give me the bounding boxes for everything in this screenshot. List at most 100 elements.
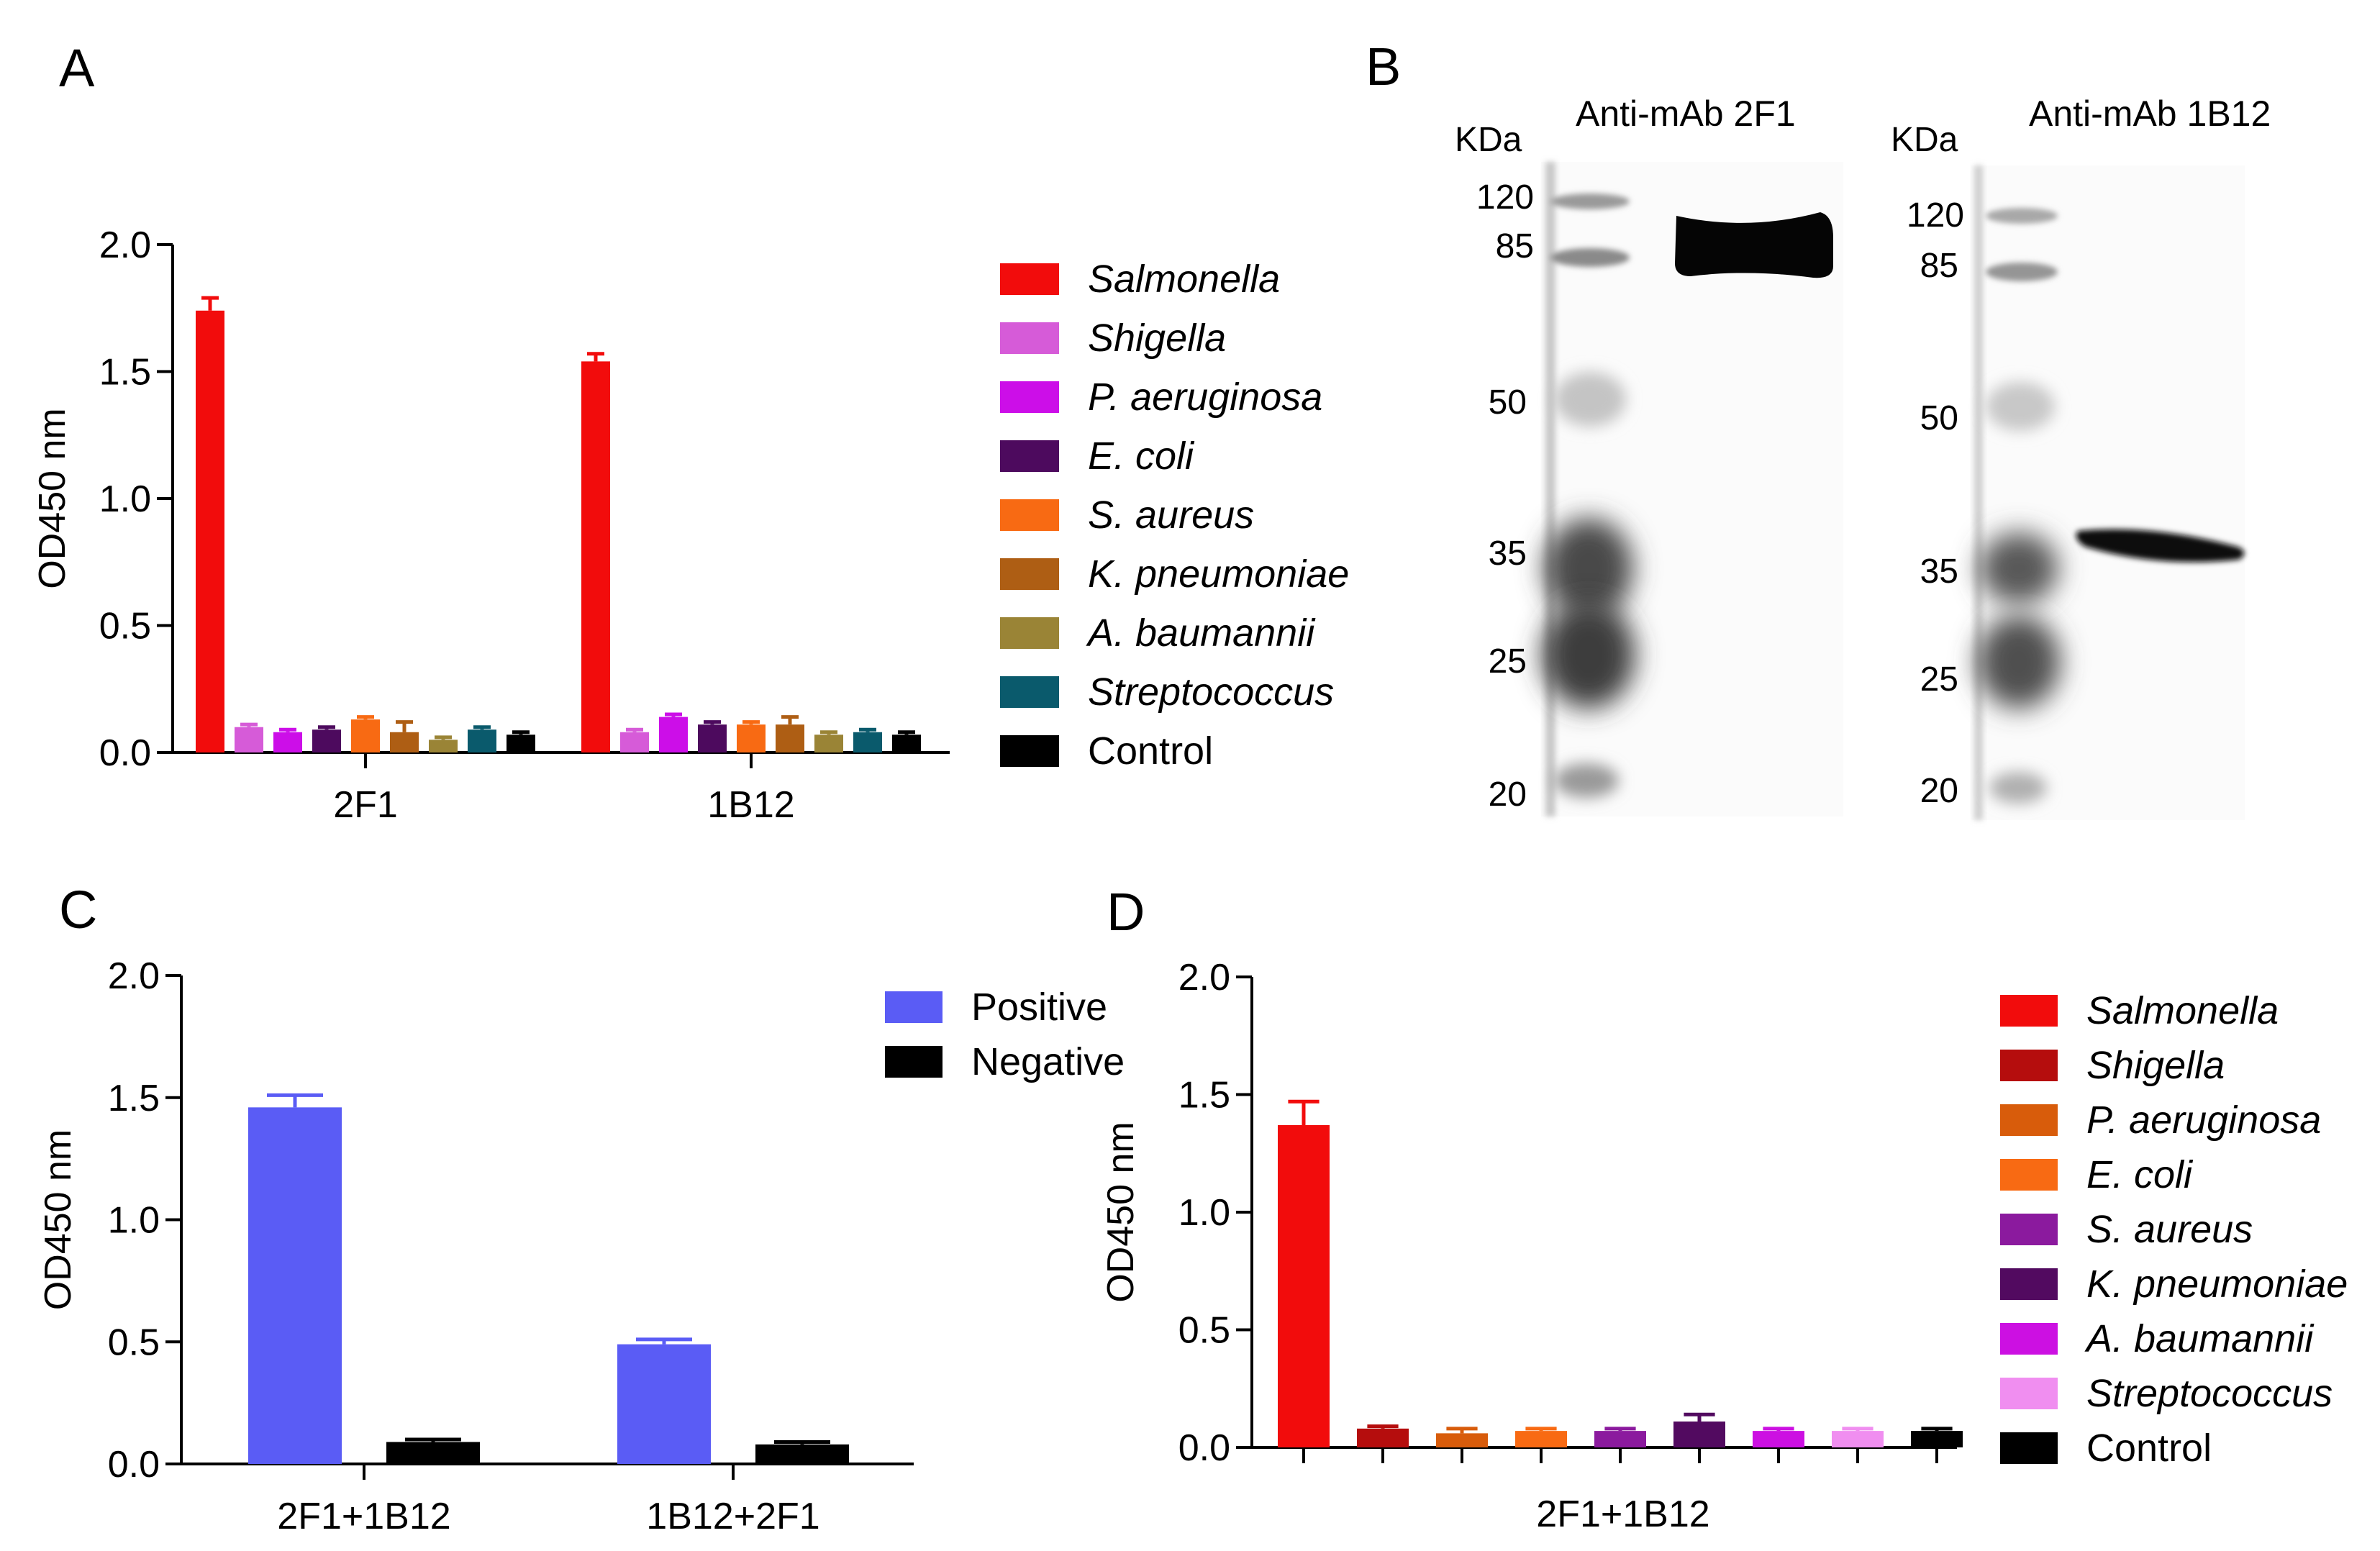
legend-label: Shigella — [2086, 1044, 2225, 1087]
western-blot-panel-b: Anti-mAb 2F1 KDa 120 85 50 35 25 — [1455, 94, 2271, 820]
bar — [1673, 1422, 1725, 1447]
legend-label: P. aeruginosa — [1088, 376, 1322, 419]
legend-swatch — [2000, 995, 2058, 1027]
legend-label: Salmonella — [2086, 989, 2279, 1032]
blot-marker-label: 120 — [1907, 196, 1964, 235]
blot-unit-label-1b12: KDa — [1891, 121, 1958, 159]
y-tick-label: 1.5 — [99, 352, 151, 394]
blot-marker-label: 50 — [1489, 383, 1527, 422]
bar — [351, 719, 380, 752]
legend-label: A. baumannii — [1086, 611, 1316, 655]
bar — [776, 724, 804, 752]
bar — [248, 1107, 342, 1464]
y-tick-label: 1.0 — [1178, 1192, 1230, 1234]
chart-panel-d: 0.0 0.5 1.0 1.5 2.0 OD450 nm 2F1+1B12 Salmonell… — [1100, 957, 2348, 1535]
bar — [581, 361, 610, 752]
marker-labels-2f1: 120 85 50 35 25 20 — [1476, 178, 1534, 814]
blot-marker-label: 35 — [1489, 535, 1527, 573]
x-category-label: 1B12 — [707, 784, 794, 826]
y-tick-label: 0.5 — [108, 1322, 160, 1363]
ladder-lane-2f1 — [1542, 162, 1635, 817]
western-blot-1b12: Anti-mAb 1B12 KDa 120 85 50 35 25 — [1891, 94, 2271, 820]
y-tick-label: 0.0 — [99, 732, 151, 774]
bar — [1753, 1431, 1804, 1447]
legend-label: E. coli — [2086, 1153, 2194, 1196]
legend-swatch — [2000, 1104, 2058, 1136]
blot-band-2f1 — [1675, 212, 1833, 278]
y-tick-label: 0.0 — [108, 1444, 160, 1486]
blot-title-1b12: Anti-mAb 1B12 — [2029, 94, 2271, 134]
x-axis-title: 2F1+1B12 — [1536, 1493, 1709, 1535]
x-category-label: 1B12+2F1 — [646, 1496, 819, 1537]
bar — [659, 717, 688, 752]
bar — [1436, 1433, 1488, 1447]
legend-swatch — [2000, 1159, 2058, 1191]
blot-marker-label: 25 — [1489, 642, 1527, 681]
bar — [196, 310, 224, 752]
blot-marker-label: 120 — [1476, 178, 1534, 217]
legend-swatch — [1000, 676, 1059, 708]
y-tick-label: 2.0 — [99, 224, 151, 266]
bar — [1515, 1431, 1567, 1447]
legend-swatch — [1000, 381, 1059, 413]
bar — [390, 732, 419, 752]
legend-label: Streptococcus — [1088, 670, 1334, 714]
blot-marker-label: 85 — [1496, 227, 1534, 265]
legend-swatch — [2000, 1323, 2058, 1355]
blot-marker-label: 25 — [1920, 660, 1958, 699]
bar — [273, 732, 302, 752]
legend-label: E. coli — [1088, 435, 1195, 478]
legend-swatch — [1000, 617, 1059, 649]
legend-label: Salmonella — [1088, 258, 1280, 301]
y-tick-label: 1.0 — [99, 478, 151, 520]
legend-swatch — [2000, 1268, 2058, 1300]
legend-label: P. aeruginosa — [2086, 1099, 2321, 1142]
bar — [429, 740, 458, 752]
y-tick-label: 0.0 — [1178, 1427, 1230, 1469]
panel-letter-b: B — [1366, 37, 1401, 96]
y-axis-title: OD450 nm — [32, 408, 73, 588]
bar — [853, 732, 882, 752]
bar — [755, 1444, 849, 1464]
y-tick-label: 2.0 — [108, 955, 160, 997]
chart-panel-a: 0.0 0.5 1.0 1.5 2.0 OD450 nm 2F1 1B12 Salmonella… — [32, 224, 1349, 826]
legend-swatch — [1000, 263, 1059, 295]
y-tick-label: 0.5 — [99, 606, 151, 647]
y-tick-label: 1.5 — [1178, 1075, 1230, 1116]
bar — [312, 729, 341, 752]
marker-labels-1b12: 120 85 50 35 25 20 — [1907, 196, 1964, 810]
ladder-lane-1b12 — [1974, 165, 2061, 820]
legend-swatch — [2000, 1050, 2058, 1081]
blot-marker-label: 35 — [1920, 552, 1958, 591]
legend-swatch — [1000, 735, 1059, 767]
y-axis-title: OD450 nm — [1100, 1122, 1142, 1302]
panel-letter-c: C — [59, 880, 97, 940]
bar — [617, 1344, 711, 1464]
bar — [814, 734, 843, 752]
blot-marker-label: 50 — [1920, 399, 1958, 437]
y-tick-label: 1.0 — [108, 1200, 160, 1242]
legend-label: Positive — [971, 986, 1107, 1029]
bar — [1594, 1431, 1646, 1447]
bar — [698, 724, 727, 752]
bar — [1832, 1431, 1884, 1447]
bar — [386, 1442, 480, 1464]
y-tick-label: 0.5 — [1178, 1310, 1230, 1352]
legend-swatch — [885, 1046, 943, 1078]
legend-label: S. aureus — [1088, 494, 1254, 537]
legend-label: Streptococcus — [2086, 1372, 2333, 1415]
legend-label: K. pneumoniae — [1088, 552, 1349, 596]
western-blot-2f1: Anti-mAb 2F1 KDa 120 85 50 35 25 — [1455, 94, 1843, 817]
legend-label: Control — [1088, 729, 1213, 773]
bar — [1911, 1431, 1963, 1447]
legend-label: A. baumannii — [2084, 1317, 2315, 1360]
bar — [235, 727, 263, 752]
bar — [892, 734, 921, 752]
legend-swatch — [1000, 440, 1059, 472]
legend-label: S. aureus — [2086, 1208, 2253, 1251]
blot-band-1b12 — [2076, 529, 2245, 563]
panel-letter-d: D — [1107, 882, 1145, 942]
x-category-label: 2F1+1B12 — [277, 1496, 450, 1537]
x-category-label: 2F1 — [333, 784, 398, 826]
